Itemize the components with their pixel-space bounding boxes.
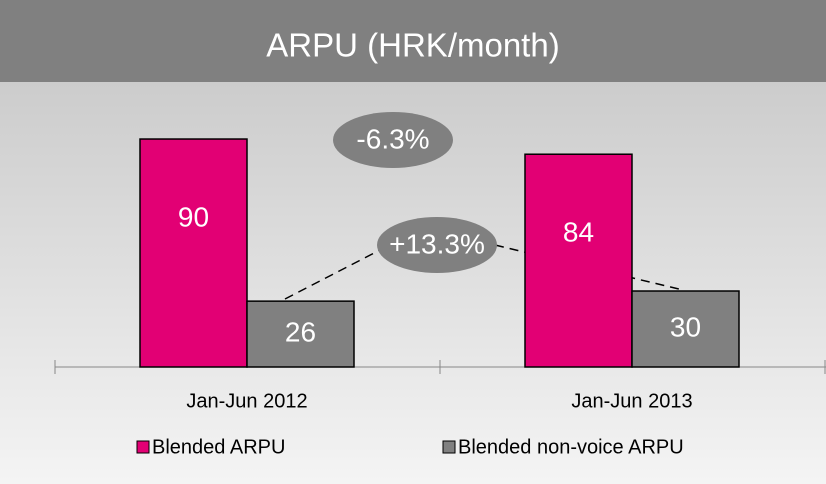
annotation: +13.3%	[389, 228, 485, 259]
x-tick-label: Jan-Jun 2013	[571, 390, 692, 412]
bar	[524, 153, 633, 368]
chart-title: ARPU (HRK/month)	[266, 27, 559, 64]
data-label: 90	[178, 201, 209, 232]
data-label: 26	[285, 316, 316, 347]
annotation-bubble	[333, 112, 453, 168]
header-band	[0, 0, 826, 82]
bar	[246, 300, 355, 368]
data-label: 84	[563, 217, 594, 248]
legend-label: Blended non-voice ARPU	[458, 436, 684, 458]
trend-line	[284, 249, 381, 300]
annotation: -6.3%	[356, 123, 429, 154]
bar	[139, 138, 248, 368]
bar	[631, 290, 740, 368]
legend-swatch	[136, 440, 150, 454]
x-tick-label: Jan-Jun 2012	[186, 390, 307, 412]
annotation-bubble	[377, 217, 497, 273]
data-label: 30	[670, 311, 701, 342]
legend-label: Blended ARPU	[152, 436, 285, 458]
legend-swatch	[442, 440, 456, 454]
